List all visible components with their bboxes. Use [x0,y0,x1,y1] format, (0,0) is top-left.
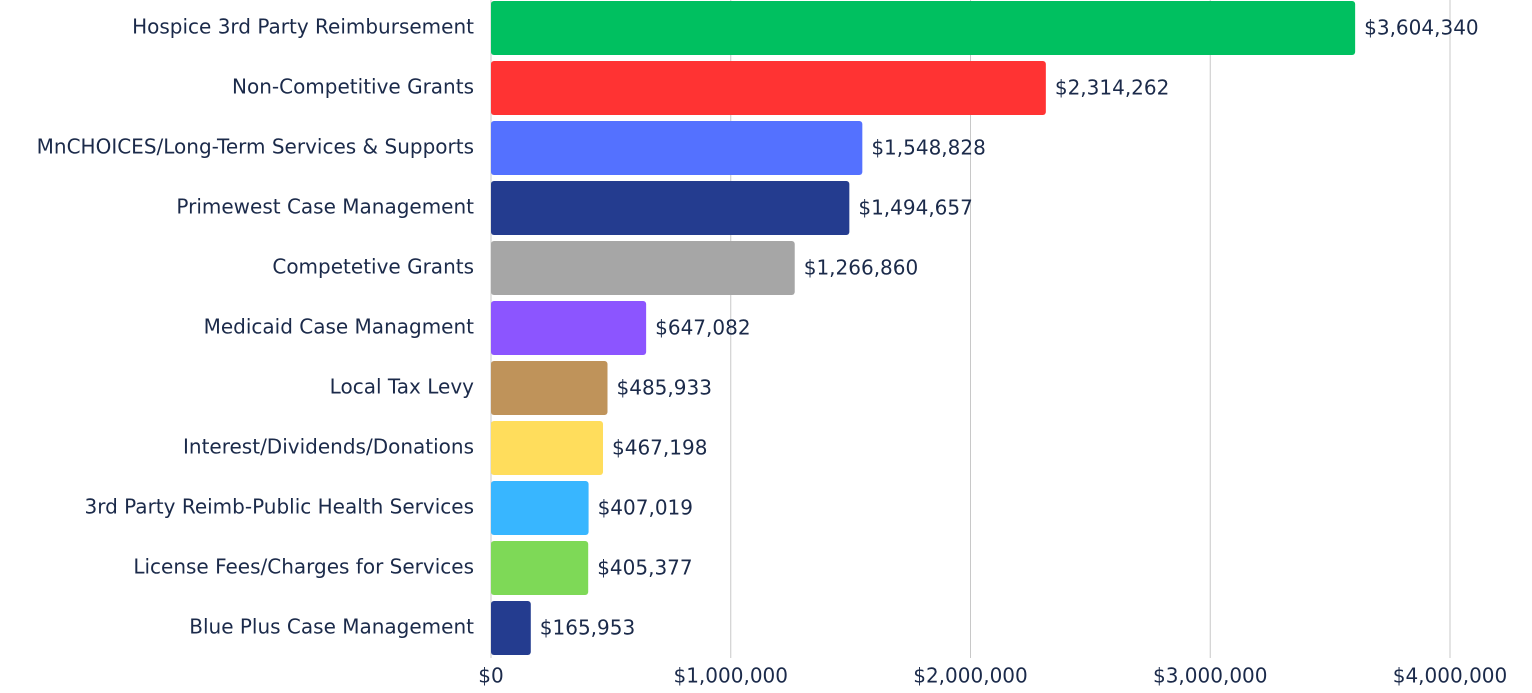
category-label: Non-Competitive Grants [232,75,474,99]
category-label: 3rd Party Reimb-Public Health Services [85,495,475,519]
value-label: $1,494,657 [858,196,973,220]
bar [491,601,531,655]
value-label: $407,019 [598,496,693,520]
bar [491,61,1046,115]
bar [491,541,589,595]
value-label: $647,082 [655,316,750,340]
bar [491,361,608,415]
value-label: $3,604,340 [1364,16,1479,40]
category-label: Local Tax Levy [330,375,474,399]
x-tick-label: $2,000,000 [913,664,1028,688]
category-label: License Fees/Charges for Services [133,555,474,579]
category-label: Interest/Dividends/Donations [183,435,474,459]
category-label: MnCHOICES/Long-Term Services & Supports [37,135,474,159]
bar [491,121,863,175]
x-tick-label: $4,000,000 [1393,664,1508,688]
value-label: $405,377 [597,556,692,580]
category-label: Hospice 3rd Party Reimbursement [132,15,474,39]
category-label: Blue Plus Case Management [189,615,474,639]
value-label: $467,198 [612,436,707,460]
category-label: Competetive Grants [272,255,474,279]
x-tick-label: $0 [478,664,503,688]
bar [491,241,795,295]
x-tick-label: $3,000,000 [1153,664,1268,688]
value-label: $1,266,860 [804,256,919,280]
bar [491,301,647,355]
value-label: $2,314,262 [1055,76,1170,100]
value-label: $165,953 [540,616,635,640]
bar [491,181,850,235]
category-label: Primewest Case Management [176,195,474,219]
value-label: $1,548,828 [871,136,986,160]
bar [491,481,589,535]
bar [491,421,604,475]
value-label: $485,933 [617,376,712,400]
bar [491,1,1356,55]
category-label: Medicaid Case Managment [204,315,475,339]
x-tick-label: $1,000,000 [673,664,788,688]
